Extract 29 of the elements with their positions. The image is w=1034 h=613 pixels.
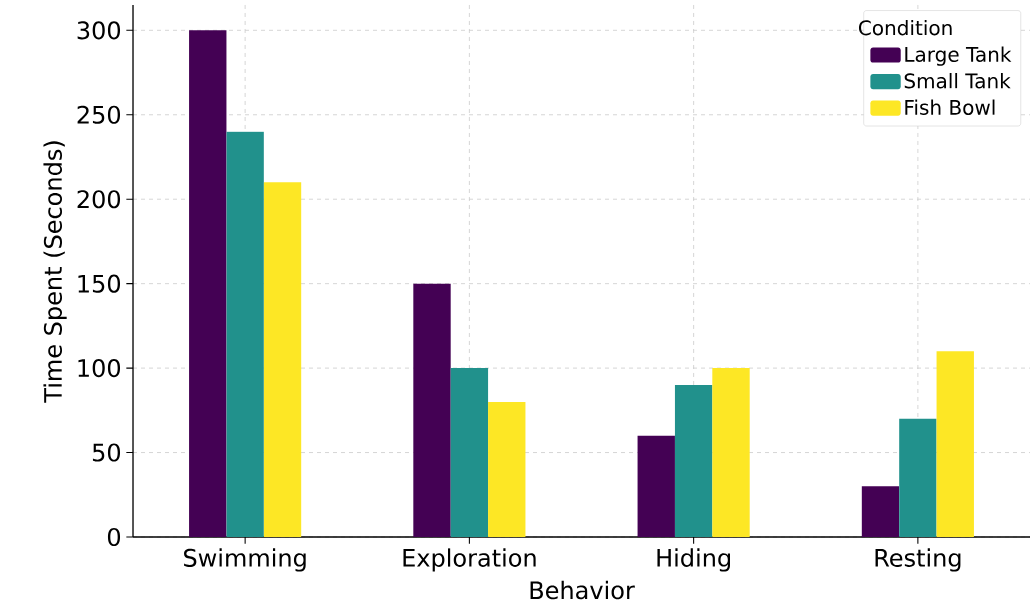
y-axis-title: Time Spent (Seconds)	[43, 141, 67, 403]
bar	[450, 368, 489, 537]
y-tick-label: 200	[77, 190, 121, 209]
legend-label: Small Tank	[904, 72, 1011, 89]
bar	[899, 418, 937, 537]
y-tick-label: 150	[78, 274, 121, 293]
bar	[488, 401, 526, 537]
x-tick-label: Exploration	[403, 548, 536, 572]
x-tick-label: Swimming	[184, 548, 306, 572]
y-tick-label: 50	[92, 443, 121, 462]
legend-label: Large Tank	[905, 46, 1012, 66]
x-tick-label: Hiding	[657, 548, 730, 572]
bar	[189, 30, 227, 537]
x-axis-title: Behavior	[530, 580, 635, 600]
bar	[712, 368, 750, 537]
y-tick-label: 100	[78, 359, 121, 378]
bar	[637, 435, 675, 537]
y-tick-label: 250	[77, 105, 121, 124]
y-tick-label: 300	[77, 21, 121, 40]
bar	[413, 283, 451, 537]
legend-title: Condition	[859, 19, 952, 36]
bar	[861, 486, 900, 537]
bar	[936, 351, 974, 537]
y-tick-label: 0	[107, 527, 121, 547]
bar	[263, 182, 302, 537]
bar	[226, 131, 264, 537]
x-tick-label: Resting	[875, 548, 961, 572]
legend-label: Fish Bowl	[905, 99, 995, 115]
bar	[674, 384, 713, 537]
